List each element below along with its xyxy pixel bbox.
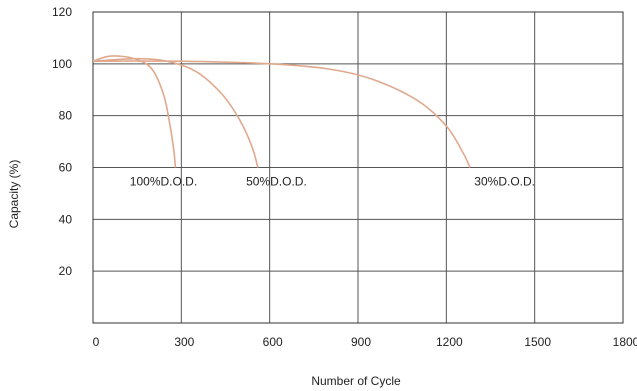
y-axis-label: Capacity (%) xyxy=(7,160,21,229)
axes: 0 300 600 900 1200 1500 1800 20 40 60 80 100 120 xyxy=(52,5,637,349)
x-tick-label: 1800 xyxy=(613,335,637,349)
series-lines xyxy=(92,55,471,168)
series-line-2 xyxy=(92,60,471,168)
x-tick-label: 1200 xyxy=(436,335,463,349)
annotation-label: 100%D.O.D. xyxy=(130,174,197,188)
y-tick-label: 120 xyxy=(52,5,72,19)
x-tick-label: 1500 xyxy=(524,335,551,349)
y-tick-label: 60 xyxy=(59,161,73,175)
y-tick-label: 20 xyxy=(59,264,73,278)
x-tick-label: 300 xyxy=(174,335,194,349)
series-line-0 xyxy=(92,55,177,168)
plot-frame xyxy=(92,11,624,324)
y-tick-label: 80 xyxy=(59,109,73,123)
grid xyxy=(93,12,623,323)
x-tick-label: 900 xyxy=(351,335,371,349)
series-line-1 xyxy=(92,57,259,168)
x-tick-label: 0 xyxy=(93,335,100,349)
y-tick-label: 100 xyxy=(52,57,72,71)
annotation-label: 30%D.O.D. xyxy=(474,174,535,188)
annotation-label: 50%D.O.D. xyxy=(246,174,307,188)
annotations: 100%D.O.D. 50%D.O.D. 30%D.O.D. xyxy=(130,174,535,188)
x-axis-label: Number of Cycle xyxy=(311,374,401,388)
x-tick-label: 600 xyxy=(263,335,283,349)
y-tick-label: 40 xyxy=(59,212,73,226)
